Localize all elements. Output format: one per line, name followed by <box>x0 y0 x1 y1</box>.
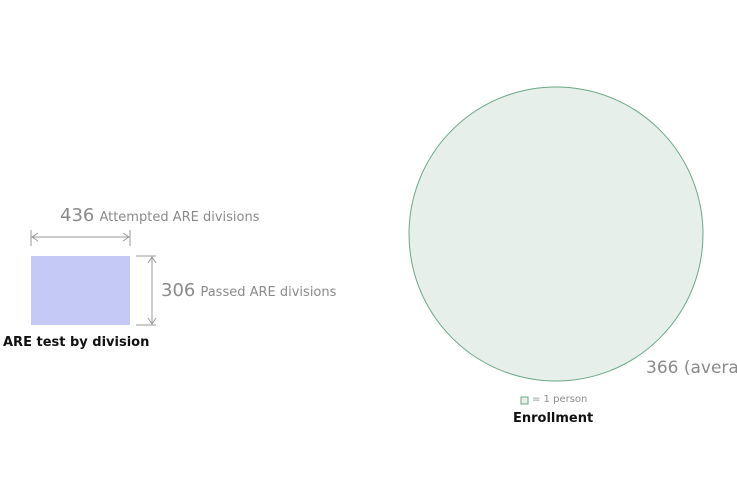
passed-text: Passed ARE divisions <box>200 285 337 300</box>
enrollment-circle <box>408 86 704 382</box>
legend-swatch-icon <box>520 396 529 405</box>
attempted-dimension-arrow <box>30 230 131 246</box>
attempted-label: 436 Attempted ARE divisions <box>60 205 260 226</box>
enrollment-caption: Enrollment <box>513 411 594 426</box>
passed-label: 306 Passed ARE divisions <box>161 280 336 301</box>
attempted-value: 436 <box>60 205 95 226</box>
enrollment-value-label: 366 (averag <box>646 358 737 378</box>
are-caption: ARE test by division <box>3 335 150 350</box>
passed-value: 306 <box>161 280 196 301</box>
are-passed-area <box>31 256 130 325</box>
legend-text: = 1 person <box>532 394 588 405</box>
passed-dimension-arrow <box>136 255 157 326</box>
attempted-text: Attempted ARE divisions <box>99 210 260 225</box>
